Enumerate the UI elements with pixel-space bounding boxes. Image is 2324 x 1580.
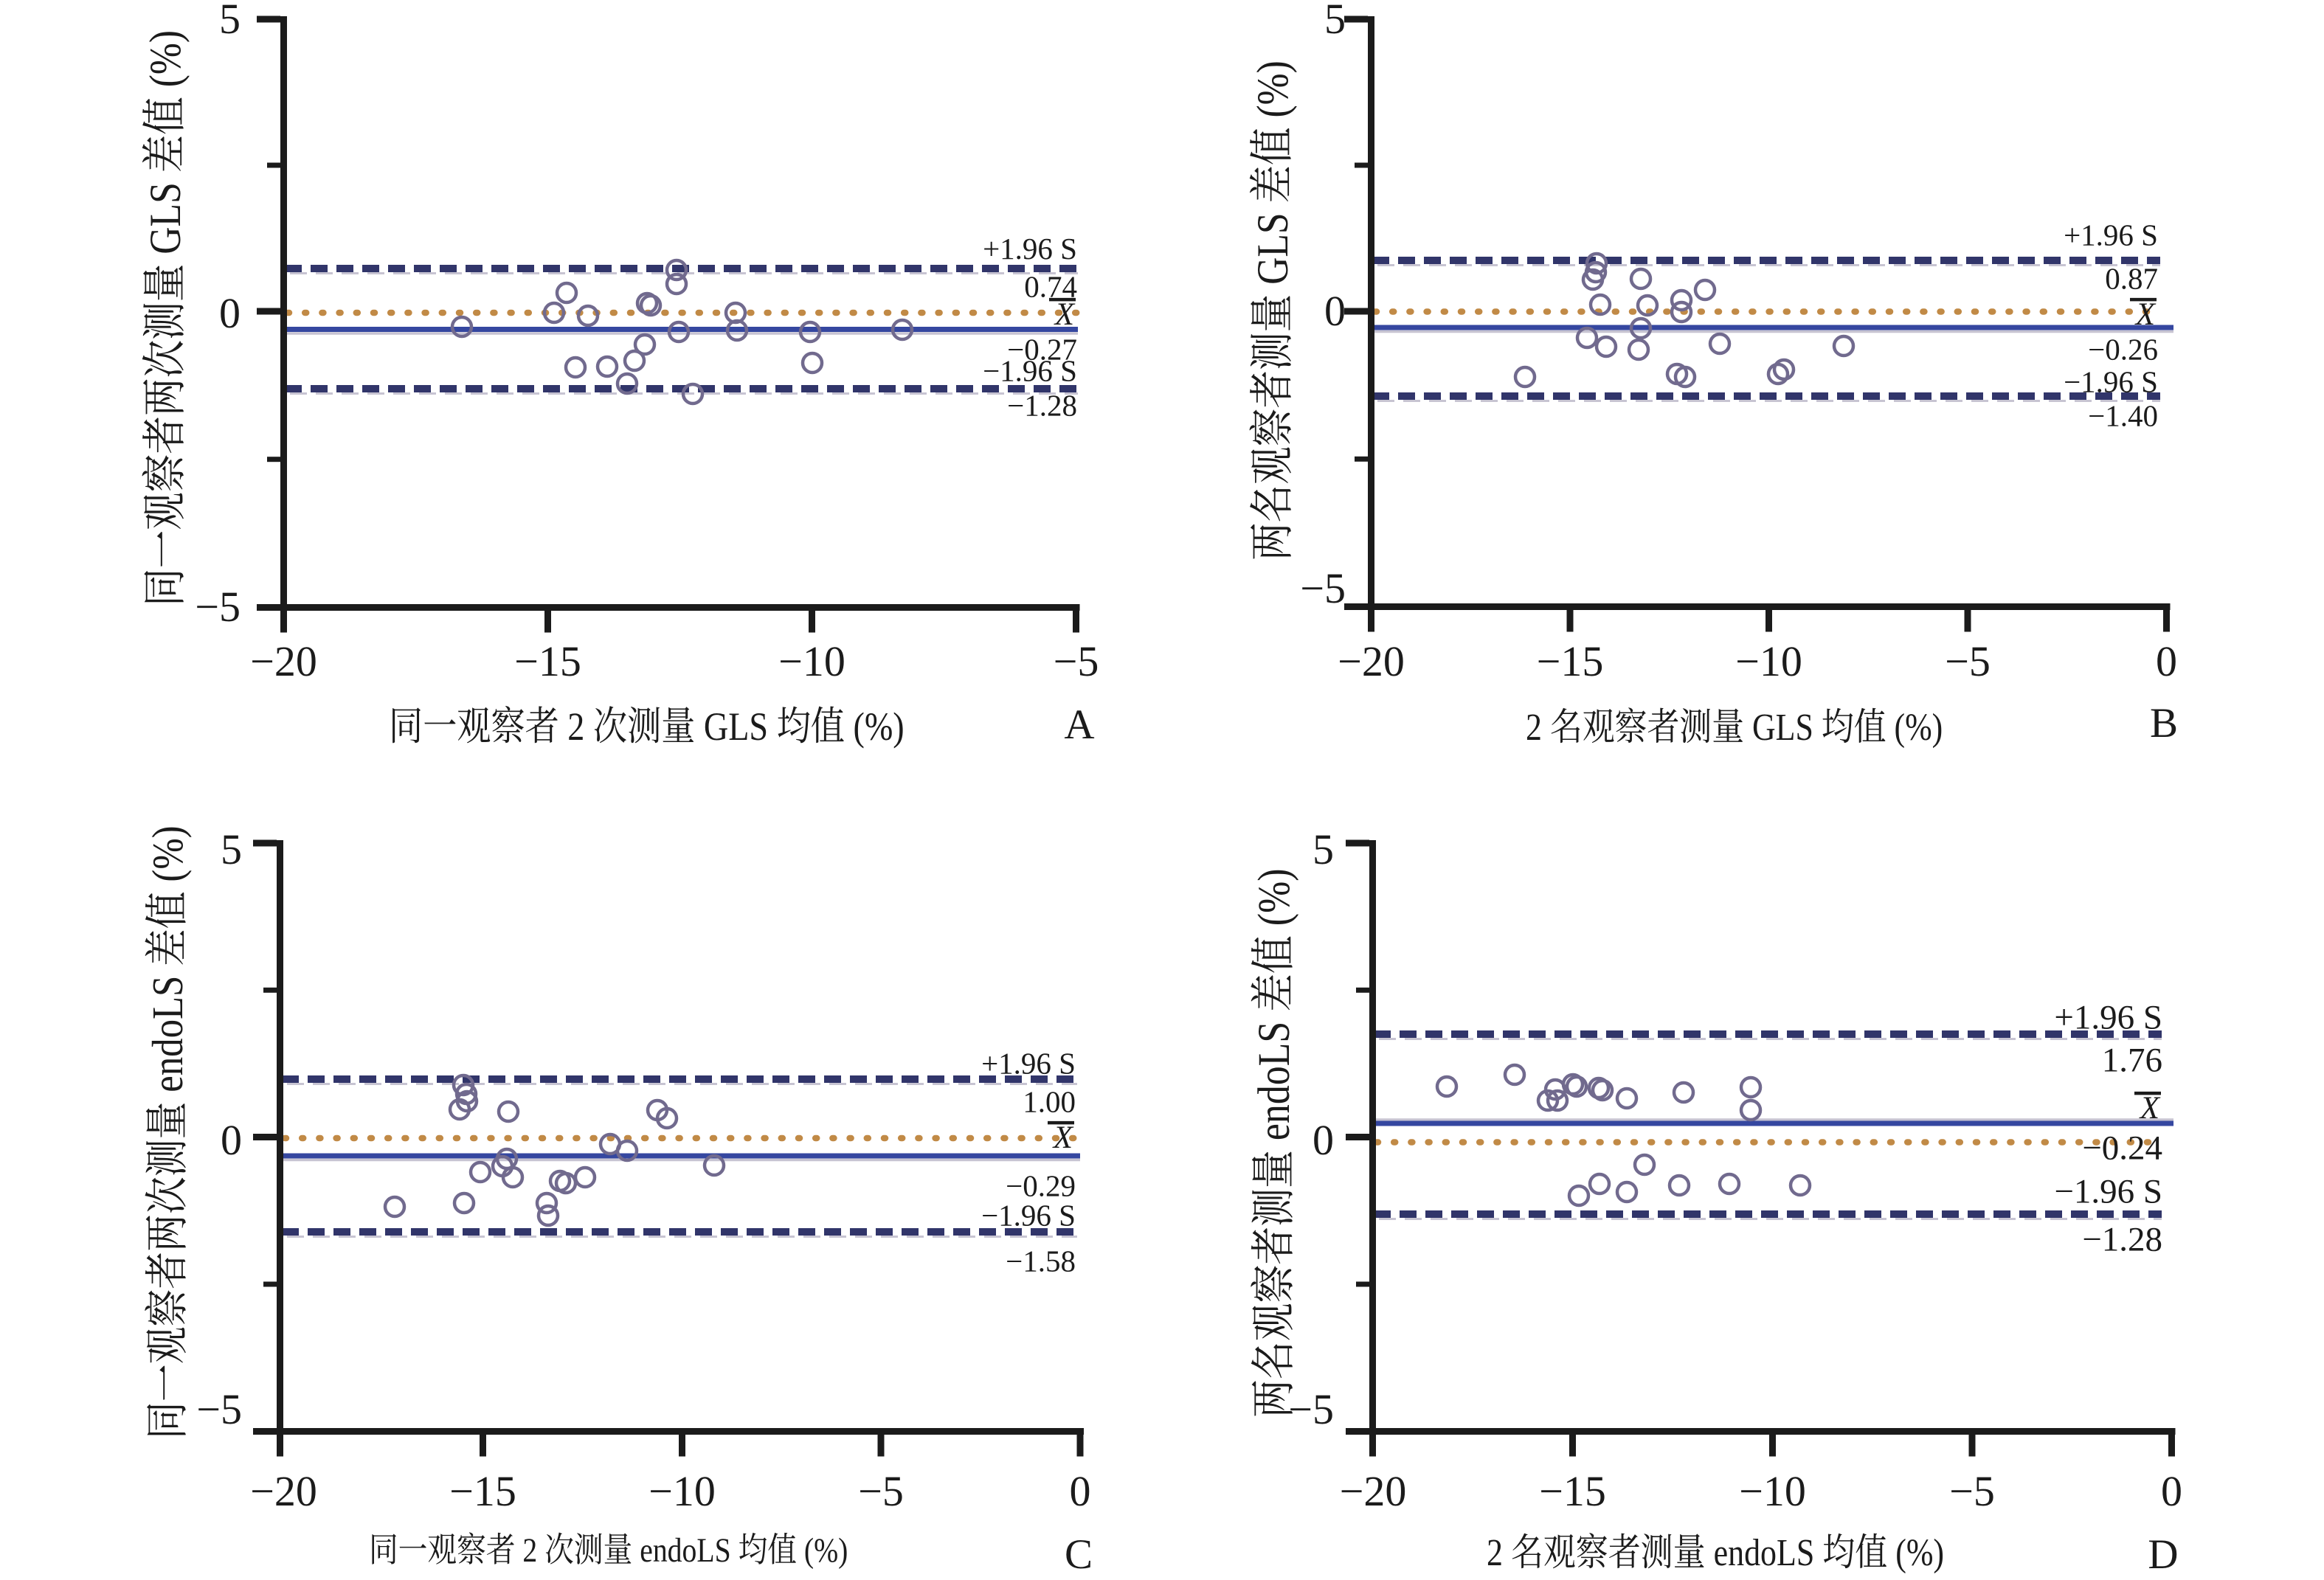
svg-text:X: X [1054,297,1076,332]
svg-text:−0.26: −0.26 [2088,333,2158,367]
svg-text:X: X [2134,297,2157,332]
svg-text:GLS: GLS [1752,707,1813,749]
svg-text:endoLS: endoLS [144,976,193,1092]
svg-text:1.00: 1.00 [1023,1085,1076,1119]
svg-text:−5: −5 [1300,564,1346,612]
svg-text:−0.27: −0.27 [1007,333,1077,367]
svg-text:−10: −10 [1735,637,1802,685]
svg-text:X: X [1052,1120,1074,1155]
svg-text:−5: −5 [1288,1385,1334,1433]
svg-text:0.74: 0.74 [1024,270,1077,304]
svg-text:−1.96 S: −1.96 S [981,1199,1076,1233]
svg-text:5: 5 [1313,825,1334,873]
svg-text:(%): (%) [1250,868,1299,926]
svg-text:0: 0 [2156,637,2177,685]
svg-text:B: B [2150,700,2178,746]
svg-text:5: 5 [1324,0,1346,43]
svg-text:D: D [2148,1531,2178,1578]
svg-text:1.76: 1.76 [2102,1042,2162,1080]
svg-text:−5: −5 [858,1467,904,1515]
svg-text:C: C [1065,1531,1093,1578]
svg-text:(%): (%) [1895,1532,1944,1574]
svg-text:0: 0 [2161,1467,2182,1515]
svg-text:−1.96 S: −1.96 S [983,354,1077,388]
svg-text:(%): (%) [144,825,193,881]
svg-text:−15: −15 [449,1467,516,1515]
svg-text:−5: −5 [1054,637,1099,685]
svg-text:2: 2 [1526,707,1542,749]
svg-text:−1.96 S: −1.96 S [2054,1173,2162,1211]
svg-text:X: X [2139,1091,2161,1126]
svg-text:(%): (%) [854,704,905,749]
svg-text:endoLS: endoLS [1250,1022,1299,1140]
svg-text:−15: −15 [1539,1467,1606,1515]
svg-text:+1.96 S: +1.96 S [983,232,1077,266]
svg-text:(%): (%) [1248,60,1298,117]
svg-text:2: 2 [567,704,584,749]
svg-text:endoLS: endoLS [640,1531,730,1570]
svg-text:(%): (%) [141,30,190,87]
svg-text:−15: −15 [514,637,581,685]
svg-text:0.87: 0.87 [2105,262,2158,296]
svg-text:GLS: GLS [1248,212,1298,284]
svg-text:−15: −15 [1537,637,1604,685]
svg-text:(%): (%) [804,1531,848,1570]
svg-text:−1.28: −1.28 [1007,389,1077,423]
svg-text:+1.96 S: +1.96 S [981,1047,1076,1081]
svg-text:5: 5 [221,825,242,873]
svg-text:0: 0 [1313,1116,1334,1164]
svg-text:−0.24: −0.24 [2082,1129,2162,1168]
svg-text:−5: −5 [196,1385,242,1433]
svg-text:−5: −5 [1949,1467,1995,1515]
svg-text:−10: −10 [1739,1467,1806,1515]
svg-text:−0.29: −0.29 [1006,1169,1076,1203]
svg-text:−1.96 S: −1.96 S [2064,365,2158,399]
svg-text:−10: −10 [649,1467,716,1515]
svg-text:−1.40: −1.40 [2088,399,2158,433]
svg-text:−1.58: −1.58 [1006,1244,1076,1278]
svg-text:−20: −20 [250,1467,317,1515]
svg-text:−1.28: −1.28 [2082,1221,2162,1259]
svg-text:GLS: GLS [704,704,768,749]
svg-text:+1.96 S: +1.96 S [2064,218,2158,252]
svg-text:−20: −20 [1340,1467,1407,1515]
svg-text:−5: −5 [1945,637,1991,685]
svg-text:5: 5 [219,0,241,43]
svg-text:GLS: GLS [141,182,190,254]
svg-text:−20: −20 [1338,637,1405,685]
svg-text:2: 2 [1487,1532,1503,1574]
svg-text:0: 0 [219,289,241,337]
svg-text:(%): (%) [1895,707,1943,749]
svg-text:A: A [1064,701,1094,748]
svg-text:−20: −20 [250,637,317,685]
svg-text:−5: −5 [195,583,241,631]
svg-text:2: 2 [522,1531,537,1570]
svg-text:0: 0 [1324,287,1346,335]
svg-text:−10: −10 [778,637,845,685]
svg-text:endoLS: endoLS [1714,1532,1815,1574]
svg-text:0: 0 [221,1116,242,1164]
svg-text:0: 0 [1070,1467,1091,1515]
svg-text:+1.96 S: +1.96 S [2054,999,2162,1037]
